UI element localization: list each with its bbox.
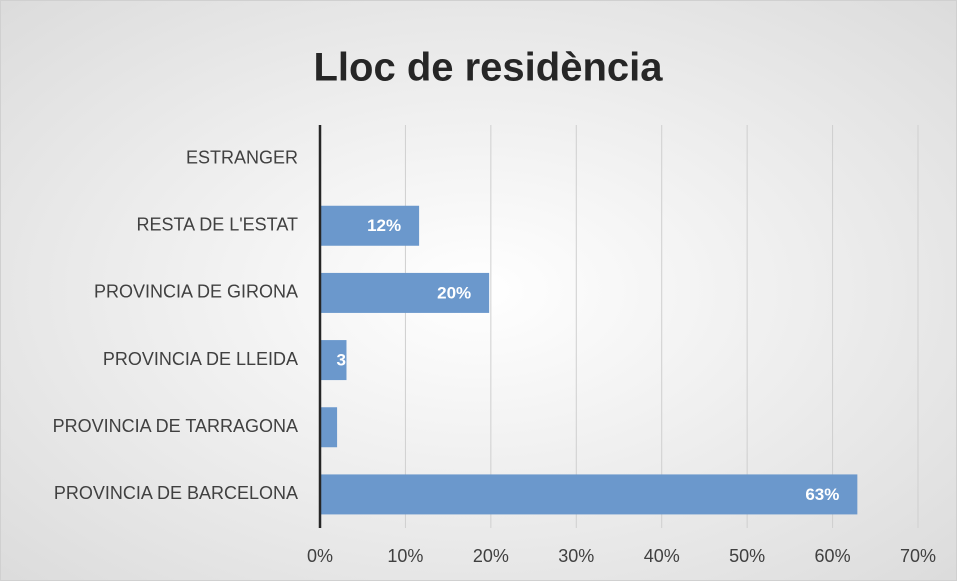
value-label: 3 xyxy=(337,351,346,370)
y-tick-label: PROVINCIA DE GIRONA xyxy=(94,282,298,302)
value-label: 63% xyxy=(805,485,839,504)
bar xyxy=(320,474,858,515)
x-tick-label: 20% xyxy=(473,546,509,566)
bar xyxy=(320,340,347,381)
y-tick-label: PROVINCIA DE TARRAGONA xyxy=(53,416,298,436)
bar xyxy=(320,205,420,246)
x-tick-label: 30% xyxy=(558,546,594,566)
x-tick-label: 40% xyxy=(644,546,680,566)
x-tick-label: 60% xyxy=(815,546,851,566)
bar xyxy=(320,272,490,313)
y-tick-label: PROVINCIA DE BARCELONA xyxy=(54,483,298,503)
y-tick-label: ESTRANGER xyxy=(186,147,298,167)
value-label: 12% xyxy=(367,216,401,235)
y-tick-label: RESTA DE L'ESTAT xyxy=(137,215,298,235)
x-tick-label: 0% xyxy=(307,546,333,566)
y-tick-label: PROVINCIA DE LLEIDA xyxy=(103,349,298,369)
x-tick-label: 50% xyxy=(729,546,765,566)
x-tick-label: 10% xyxy=(387,546,423,566)
chart-title: Lloc de residència xyxy=(313,46,663,90)
value-label: 20% xyxy=(437,283,471,302)
x-tick-label: 70% xyxy=(900,546,936,566)
bar xyxy=(320,407,338,448)
